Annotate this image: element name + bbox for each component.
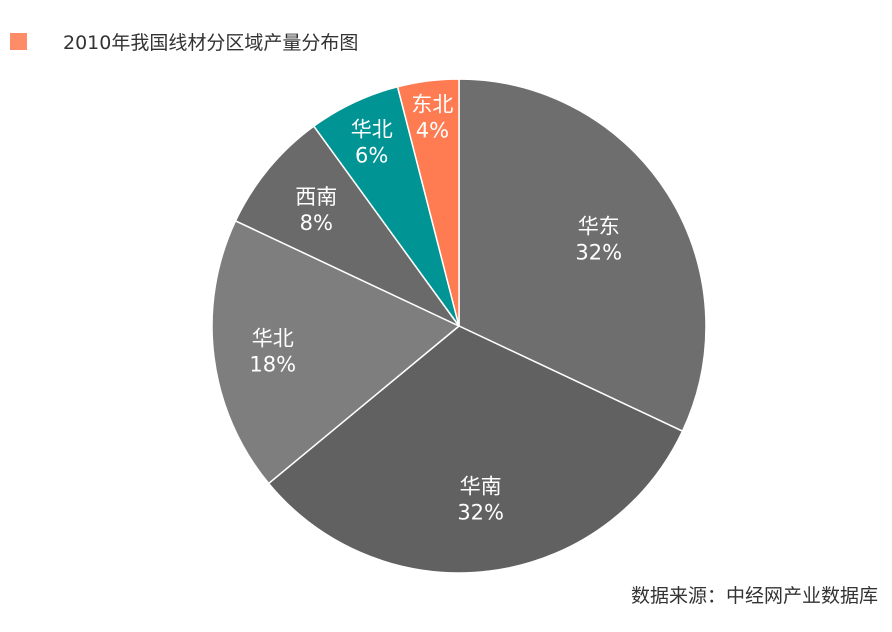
slice-percent-label: 32% [457,501,504,525]
slice-percent-label: 32% [575,240,622,264]
legend-swatch [10,33,27,50]
slice-percent-label: 8% [300,211,333,235]
slice-percent-label: 4% [416,118,449,142]
slice-percent-label: 18% [249,353,296,377]
slice-category-label: 西南 [295,185,337,209]
slice-category-label: 华东 [578,214,620,238]
pie-slice [396,78,460,327]
pie-slice [211,219,461,485]
legend-label: 2010年我国线材分区域产量分布图 [63,32,359,54]
slice-category-label: 华南 [460,475,502,499]
slice-category-label: 东北 [411,92,453,116]
data-source-note: 数据来源：中经网产业数据库 [630,585,878,607]
pie-slice [234,125,460,327]
chart-legend: 2010年我国线材分区域产量分布图 [10,28,358,55]
slice-category-label: 华北 [351,118,393,142]
pie-slice [458,78,707,433]
pie-slice [267,325,684,574]
slice-category-label: 华北 [252,327,294,351]
slice-percent-label: 6% [355,144,388,168]
